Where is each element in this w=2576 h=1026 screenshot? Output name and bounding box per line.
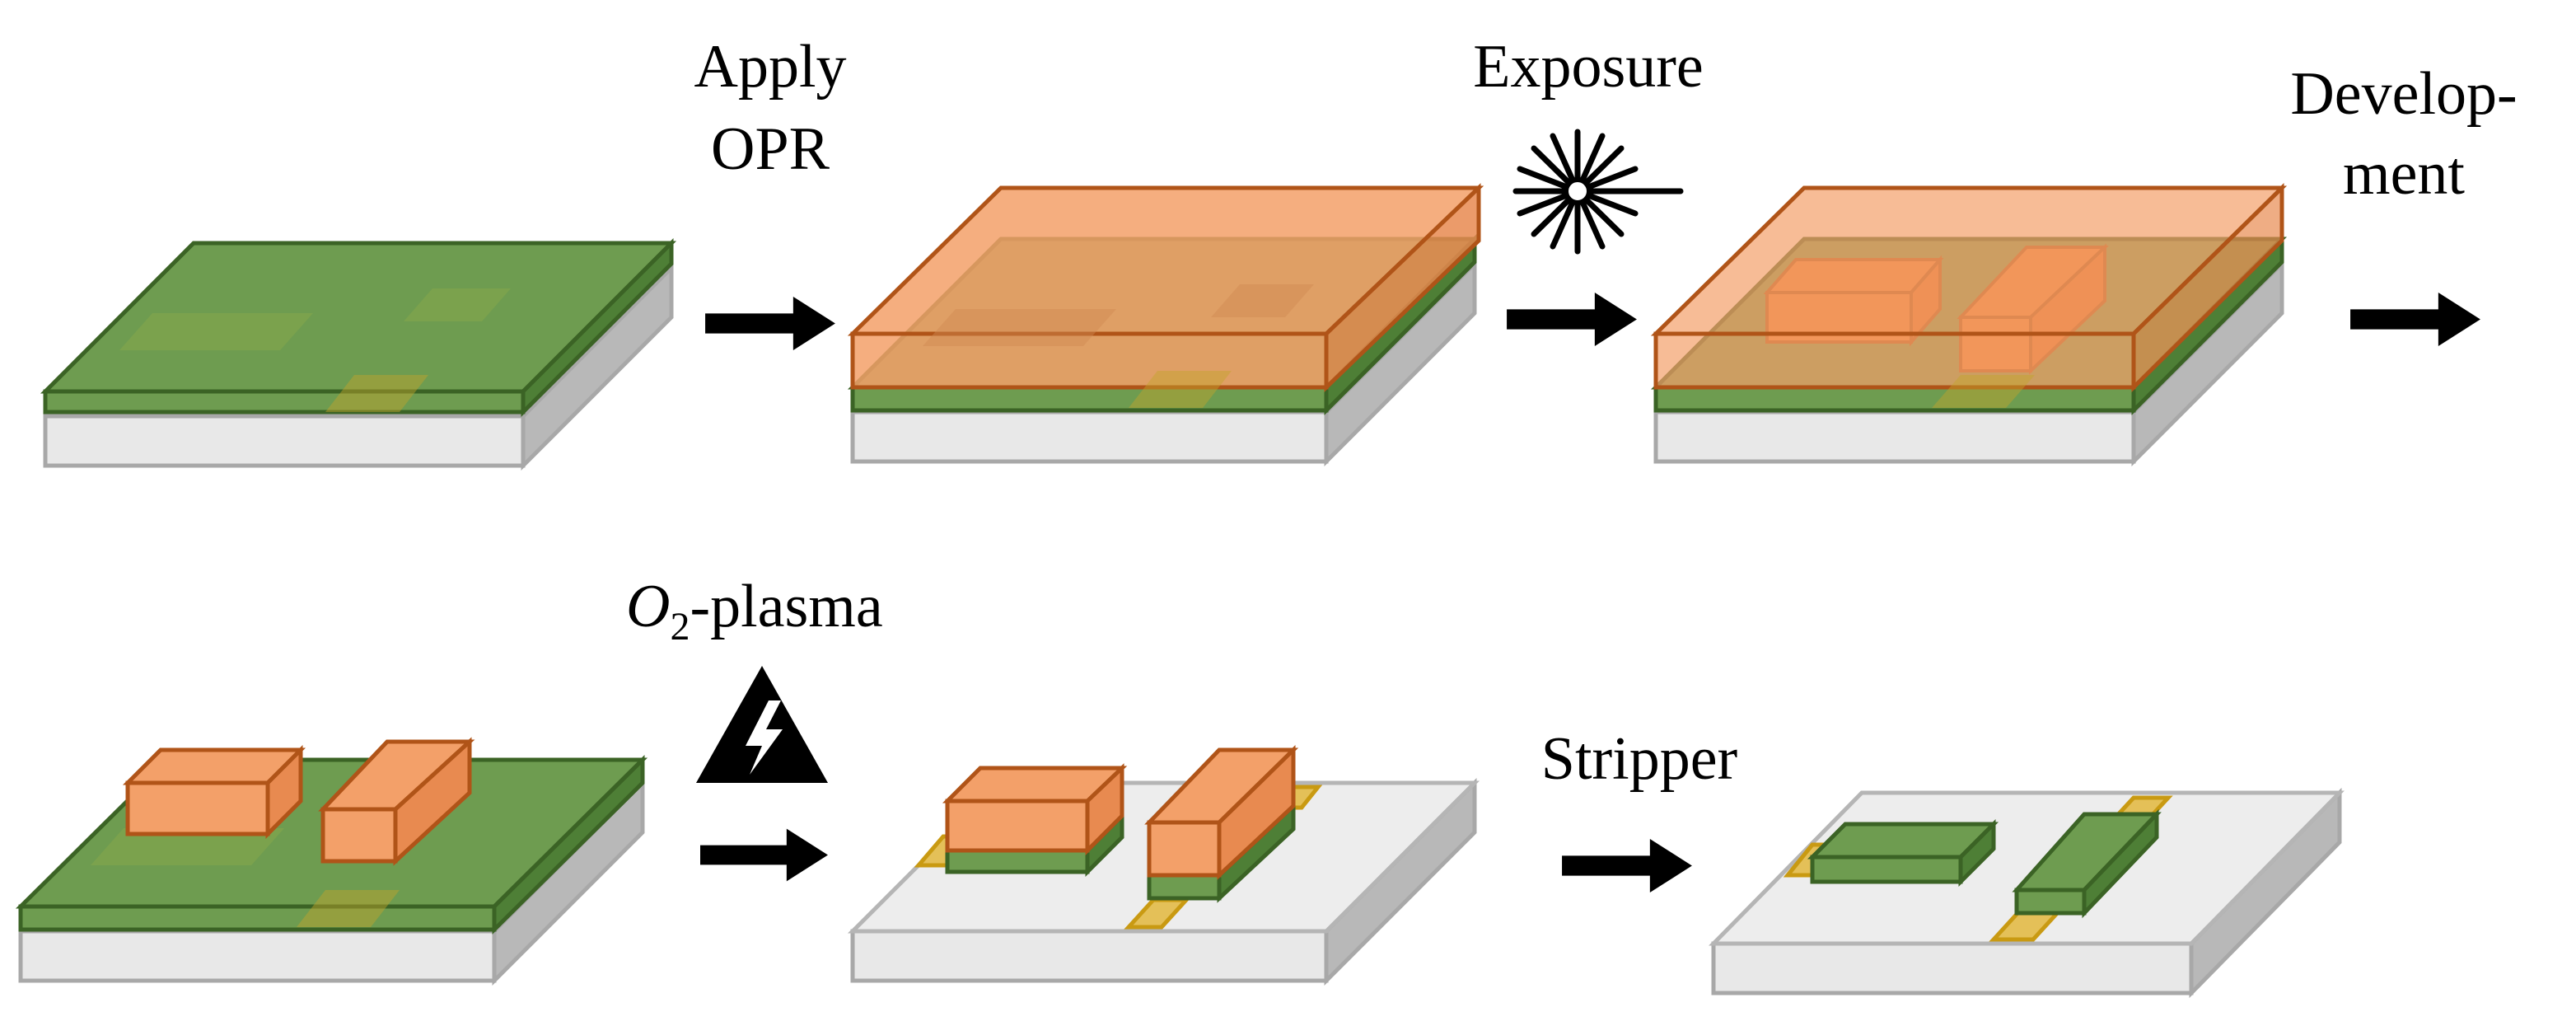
step-arrow-4 [700,828,828,882]
step-arrow-2 [1507,293,1637,346]
step4-developed [15,737,648,986]
step2-opr-applied [847,183,1484,467]
apply-opr-label-line1: Apply [694,33,847,101]
o2-plasma-label-o: O [626,573,670,640]
o2-plasma-label: O2-plasma [626,573,883,649]
lightning-warning-icon [696,666,828,783]
step-arrow-3 [2350,293,2480,346]
step-arrow-1 [705,297,835,350]
step5-plasma-etched [847,745,1480,986]
step-arrow-5 [1562,839,1692,892]
development-label-line2: ment [2343,140,2465,208]
step1-substrate-with-film [40,237,677,471]
stripper-label: Stripper [1541,725,1737,793]
step6-stripped [1709,787,2345,999]
o2-plasma-label-sub: 2 [670,605,690,649]
development-label-line1: Develop- [2290,60,2517,128]
starburst-light-icon [1512,129,1684,255]
step3-exposed-opr [1650,183,2288,467]
apply-opr-label-line2: OPR [711,115,830,183]
o2-plasma-label-rest: -plasma [690,573,882,640]
exposure-label: Exposure [1473,33,1704,101]
